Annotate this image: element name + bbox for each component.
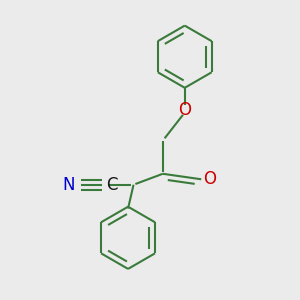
Text: N: N: [62, 176, 75, 194]
Text: C: C: [106, 176, 118, 194]
Text: O: O: [203, 170, 216, 188]
Text: O: O: [178, 101, 191, 119]
